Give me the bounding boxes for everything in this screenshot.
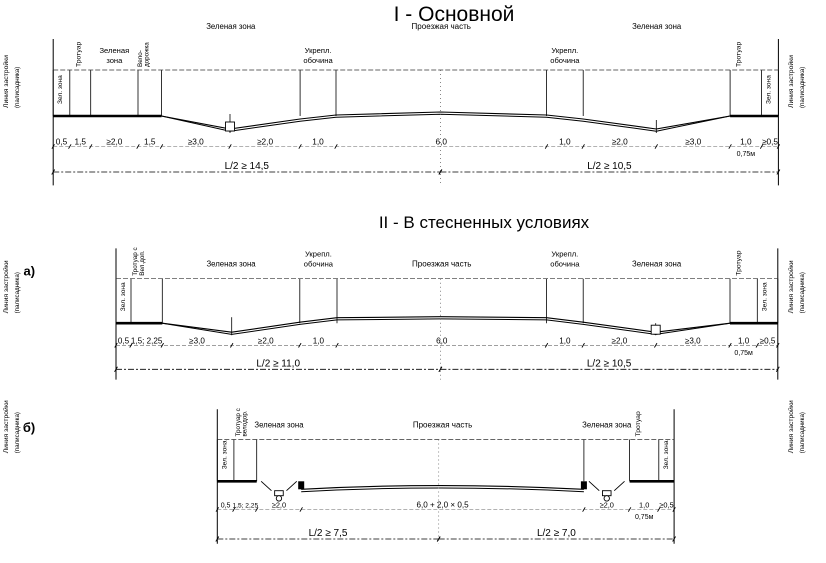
svg-text:Тротуар: Тротуар — [736, 250, 743, 275]
svg-text:Укрепл.: Укрепл. — [551, 46, 578, 55]
svg-text:0,75м: 0,75м — [737, 151, 756, 158]
svg-text:≥2,0: ≥2,0 — [258, 336, 274, 345]
svg-text:≥3,0: ≥3,0 — [189, 336, 205, 345]
svg-text:6,0: 6,0 — [436, 336, 448, 345]
svg-text:(палисадника): (палисадника) — [799, 67, 806, 108]
svg-text:6,0 + 2,0 × 0,5: 6,0 + 2,0 × 0,5 — [416, 501, 469, 510]
svg-text:0,5: 0,5 — [118, 336, 130, 345]
svg-text:Линия застройки: Линия застройки — [787, 55, 795, 108]
svg-text:(палисадника): (палисадника) — [799, 412, 806, 453]
svg-text:1,0: 1,0 — [559, 137, 571, 147]
svg-text:обочина: обочина — [303, 56, 333, 65]
svg-text:Зеленая зона: Зеленая зона — [632, 22, 682, 31]
svg-text:Вел.доп.: Вел.доп. — [139, 250, 146, 276]
svg-text:(палисадника): (палисадника) — [14, 67, 21, 108]
svg-text:0,5: 0,5 — [221, 503, 231, 510]
svg-text:Линия застройки: Линия застройки — [787, 400, 795, 453]
svg-text:≥2,0: ≥2,0 — [612, 336, 628, 345]
svg-text:Зел. зона: Зел. зона — [766, 75, 773, 104]
svg-text:обочина: обочина — [304, 260, 334, 269]
svg-text:Зеленая: Зеленая — [99, 46, 129, 55]
svg-text:Линия застройки: Линия застройки — [2, 55, 10, 108]
svg-text:L/2 ≥ 7,5: L/2 ≥ 7,5 — [309, 528, 348, 539]
svg-text:дорожка: дорожка — [144, 42, 151, 67]
svg-text:1,0: 1,0 — [738, 336, 750, 345]
svg-text:Зел. зона: Зел. зона — [761, 282, 768, 311]
svg-text:≥0,5: ≥0,5 — [760, 336, 776, 345]
svg-text:L/2 ≥ 7,0: L/2 ≥ 7,0 — [537, 528, 576, 539]
svg-text:Линия застройки: Линия застройки — [2, 400, 10, 453]
svg-text:0,75м: 0,75м — [734, 350, 753, 357]
svg-text:1,0: 1,0 — [313, 336, 325, 345]
svg-text:≥0,5: ≥0,5 — [762, 137, 778, 147]
svg-text:Зел. зона: Зел. зона — [57, 75, 64, 104]
svg-text:1,0: 1,0 — [312, 137, 324, 147]
svg-text:Тротуар: Тротуар — [635, 411, 642, 436]
svg-text:≥2,0: ≥2,0 — [272, 501, 286, 510]
svg-text:1,5; 2,25: 1,5; 2,25 — [131, 336, 163, 345]
svg-text:≥3,0: ≥3,0 — [685, 336, 701, 345]
svg-text:Линия застройки: Линия застройки — [787, 260, 795, 313]
svg-text:(палисадника): (палисадника) — [799, 272, 806, 313]
svg-text:0,5: 0,5 — [56, 137, 68, 147]
svg-text:≥0,5: ≥0,5 — [659, 501, 673, 510]
svg-text:велодор.: велодор. — [242, 410, 249, 436]
svg-text:Укрепл.: Укрепл. — [305, 250, 332, 259]
svg-text:Проезжая часть: Проезжая часть — [412, 22, 471, 31]
svg-text:≥3,0: ≥3,0 — [188, 137, 204, 147]
svg-text:Тротуар: Тротуар — [736, 42, 743, 67]
svg-text:Зеленая зона: Зеленая зона — [254, 421, 304, 430]
svg-text:(палисадника): (палисадника) — [14, 272, 21, 313]
svg-text:1,5: 1,5 — [74, 137, 86, 147]
svg-text:Зел. зона: Зел. зона — [120, 282, 127, 311]
svg-text:a): a) — [24, 263, 36, 278]
svg-text:1,0: 1,0 — [740, 137, 752, 147]
svg-text:Тротуар: Тротуар — [75, 42, 82, 67]
svg-text:L/2 ≥ 14,5: L/2 ≥ 14,5 — [225, 161, 270, 172]
svg-text:зона: зона — [106, 56, 123, 65]
svg-text:≥2,0: ≥2,0 — [612, 137, 628, 147]
svg-text:Зеленая зона: Зеленая зона — [632, 260, 682, 269]
svg-text:Укрепл.: Укрепл. — [551, 250, 578, 259]
svg-text:Проезжая часть: Проезжая часть — [412, 260, 471, 269]
svg-text:Зеленая зона: Зеленая зона — [582, 421, 632, 430]
svg-text:≥3,0: ≥3,0 — [685, 137, 701, 147]
svg-text:1,0: 1,0 — [639, 501, 649, 510]
svg-text:≥2,0: ≥2,0 — [106, 137, 122, 147]
svg-text:L/2 ≥ 10,5: L/2 ≥ 10,5 — [587, 161, 632, 172]
svg-text:Зеленая зона: Зеленая зона — [206, 260, 256, 269]
svg-text:6,0: 6,0 — [435, 137, 447, 147]
svg-text:1,5; 2,25: 1,5; 2,25 — [232, 503, 258, 510]
svg-text:Зеленая зона: Зеленая зона — [206, 22, 256, 31]
svg-text:L/2 ≥ 10,5: L/2 ≥ 10,5 — [587, 358, 632, 369]
svg-text:≥2,0: ≥2,0 — [600, 501, 614, 510]
svg-text:Линия застройки: Линия застройки — [2, 260, 10, 313]
svg-text:(палисадника): (палисадника) — [14, 412, 21, 453]
svg-text:Проезжая часть: Проезжая часть — [413, 421, 472, 430]
svg-text:обочина: обочина — [550, 56, 580, 65]
svg-text:Зел. зона: Зел. зона — [663, 440, 670, 469]
svg-text:обочина: обочина — [550, 260, 580, 269]
svg-text:II - В стесненных условиях: II - В стесненных условиях — [379, 213, 590, 232]
svg-text:L/2 ≥ 11,0: L/2 ≥ 11,0 — [256, 358, 300, 369]
svg-text:0,75м: 0,75м — [635, 514, 654, 521]
svg-text:б): б) — [23, 420, 35, 435]
svg-text:Зел. зона: Зел. зона — [221, 440, 228, 469]
svg-text:1,5: 1,5 — [144, 137, 156, 147]
svg-text:≥2,0: ≥2,0 — [257, 137, 273, 147]
svg-text:Укрепл.: Укрепл. — [305, 46, 332, 55]
svg-text:1,0: 1,0 — [559, 336, 571, 345]
